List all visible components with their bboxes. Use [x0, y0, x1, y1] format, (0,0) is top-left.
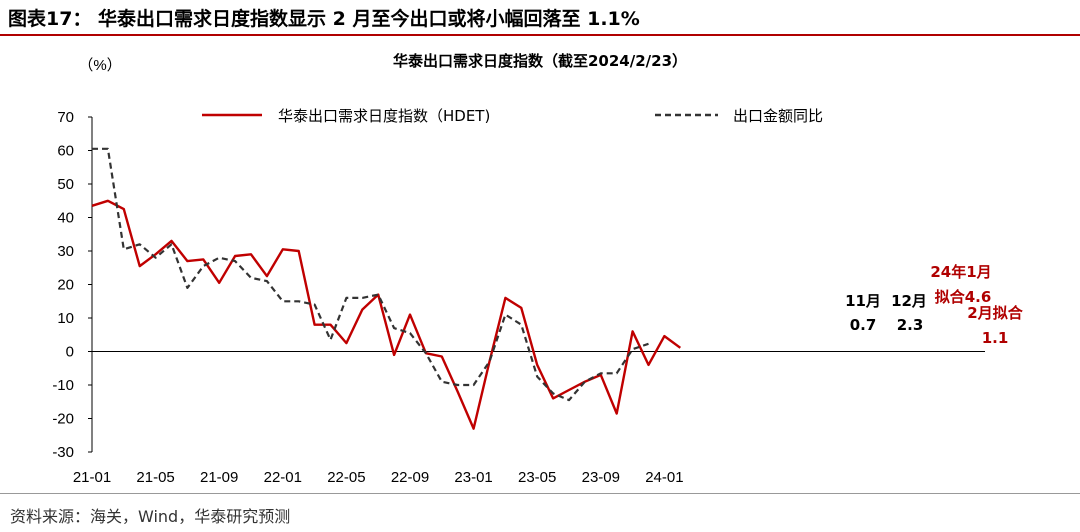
legend-label: 出口金额同比	[733, 107, 823, 125]
source-note: 资料来源：海关，Wind，华泰研究预测	[10, 507, 291, 526]
y-tick-label: 60	[57, 143, 74, 160]
y-tick-label: 30	[57, 243, 74, 260]
series-line-hdet	[91, 199, 682, 430]
y-tick-label: 50	[57, 176, 74, 193]
x-tick-label: 21-05	[136, 469, 174, 486]
x-tick-label: 23-09	[582, 469, 620, 486]
y-tick-label: -10	[52, 377, 74, 394]
legend-label: 华泰出口需求日度指数（HDET)	[278, 107, 490, 125]
annotation-value: 1.1	[982, 329, 1009, 347]
chart-title: 华泰出口需求日度指数（截至2024/2/23）	[393, 52, 687, 70]
x-tick-label: 22-01	[264, 469, 302, 486]
y-tick-label: -20	[52, 411, 74, 428]
axes: 70 60 50 40 30 20 10 0 -10 -20 -30 21-01 21-05 21-09 2…	[52, 109, 985, 486]
y-tick-label: 20	[57, 277, 74, 294]
y-axis-unit: （%）	[78, 57, 121, 74]
title-rule	[0, 34, 1080, 36]
annotation-label: 2月拟合	[967, 304, 1023, 322]
legend: 华泰出口需求日度指数（HDET) 出口金额同比	[202, 107, 823, 125]
x-tick-label: 24-01	[645, 469, 683, 486]
y-tick-label: 40	[57, 210, 74, 227]
annotation-label: 24年1月	[930, 263, 991, 281]
y-tick-label: 0	[66, 344, 74, 361]
footer-rule	[0, 493, 1080, 494]
x-tick-label: 22-09	[391, 469, 429, 486]
annotation-label: 11月	[845, 292, 881, 310]
annotation-value: 拟合4.6	[935, 288, 992, 306]
x-tick-label: 23-01	[454, 469, 492, 486]
x-tick-label: 21-09	[200, 469, 238, 486]
x-tick-label: 23-05	[518, 469, 556, 486]
y-tick-label: -30	[52, 444, 74, 461]
figure-title: 图表17： 华泰出口需求日度指数显示 2 月至今出口或将小幅回落至 1.1%	[8, 8, 640, 30]
x-tick-label: 22-05	[327, 469, 365, 486]
series-line-export-yoy	[92, 147, 649, 402]
y-tick-label: 70	[57, 109, 74, 126]
y-tick-label: 10	[57, 310, 74, 327]
annotation-label: 12月	[891, 292, 927, 310]
x-tick-label: 21-01	[73, 469, 111, 486]
annotation-value: 2.3	[897, 316, 924, 334]
line-chart: 华泰出口需求日度指数（截至2024/2/23） （%） 70 60 50 40 30 20…	[52, 52, 1024, 486]
series-layer	[91, 147, 682, 430]
annotation-value: 0.7	[850, 316, 877, 334]
